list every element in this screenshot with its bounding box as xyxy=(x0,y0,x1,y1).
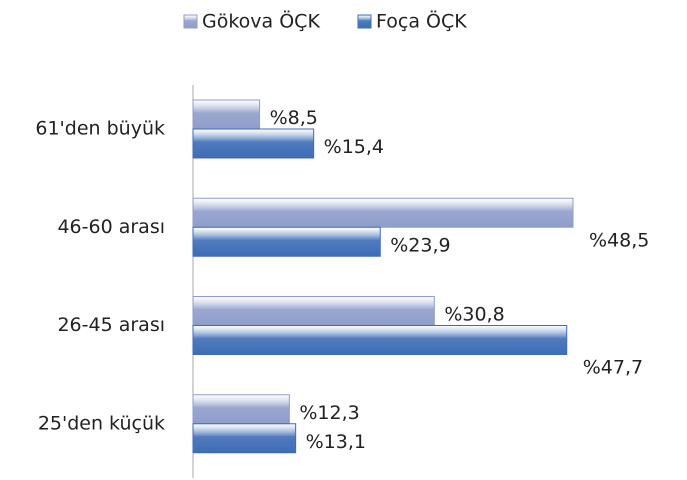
category-label: 26-45 arası xyxy=(57,314,165,336)
value-label: %23,9 xyxy=(390,234,450,256)
bar xyxy=(192,296,435,326)
bar xyxy=(192,99,261,130)
value-label: %48,5 xyxy=(589,229,649,251)
bar xyxy=(192,226,381,257)
legend-swatch xyxy=(357,14,372,29)
value-label: %15,4 xyxy=(324,136,384,158)
bar xyxy=(192,128,315,159)
bar xyxy=(192,197,574,228)
bar xyxy=(192,423,297,454)
category-label: 25'den küçük xyxy=(38,412,165,434)
legend-swatch xyxy=(183,14,198,29)
legend-label: Gökova ÖÇK xyxy=(202,10,320,33)
legend-label: Foça ÖÇK xyxy=(376,10,467,33)
bar xyxy=(192,394,290,425)
value-label: %12,3 xyxy=(299,402,359,424)
category-label: 46-60 arası xyxy=(57,216,165,238)
value-label: %47,7 xyxy=(583,357,643,379)
value-label: %13,1 xyxy=(306,431,366,453)
category-label: 61'den büyük xyxy=(35,118,165,140)
value-label: %8,5 xyxy=(270,107,318,129)
bar xyxy=(192,325,568,355)
value-label: %30,8 xyxy=(444,304,504,326)
